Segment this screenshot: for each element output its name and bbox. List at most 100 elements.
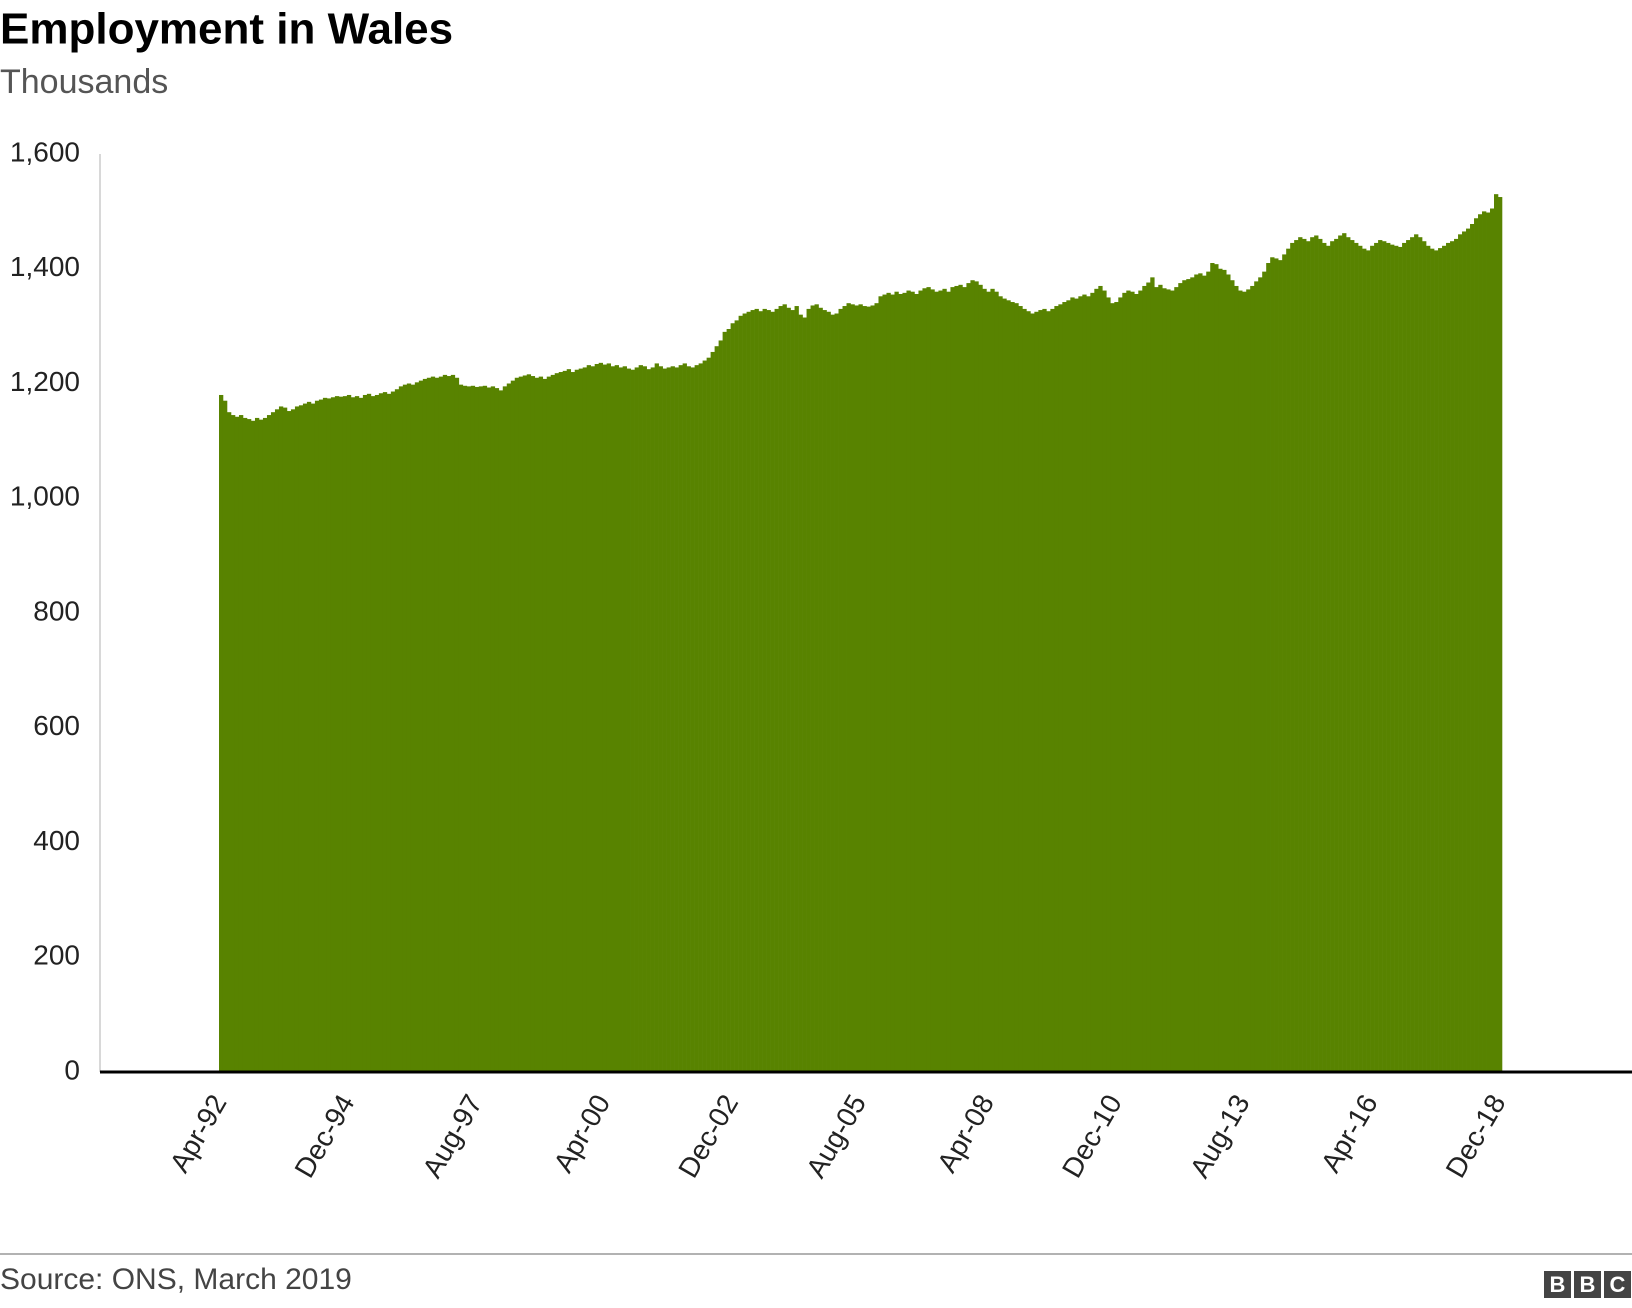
bar: [1186, 279, 1191, 1072]
bar: [810, 305, 815, 1073]
bar: [226, 412, 232, 1072]
bar: [594, 363, 600, 1072]
bar: [1474, 218, 1479, 1072]
bar: [338, 396, 344, 1072]
bar: [538, 376, 544, 1072]
bar: [506, 383, 512, 1072]
source: Source: ONS, March 2019: [0, 1263, 352, 1296]
bar: [902, 292, 907, 1072]
bar: [794, 306, 799, 1072]
bar: [1394, 245, 1399, 1073]
y-tick-label: 1,000: [10, 481, 80, 512]
bar: [398, 386, 404, 1072]
logo-letter: C: [1610, 1272, 1626, 1297]
logo-box: [1604, 1271, 1631, 1298]
logo-letter: B: [1550, 1272, 1566, 1297]
bar: [1102, 290, 1107, 1072]
bar: [350, 397, 356, 1072]
bar: [746, 311, 751, 1072]
bar: [878, 296, 883, 1072]
bar: [478, 386, 484, 1072]
bar: [614, 365, 619, 1072]
bar: [946, 291, 951, 1072]
bar: [578, 368, 584, 1072]
bar: [322, 397, 328, 1072]
bar: [1098, 285, 1103, 1072]
bar: [1286, 248, 1291, 1072]
y-tick-label: 400: [33, 825, 80, 856]
bar: [1330, 241, 1335, 1072]
bar: [554, 373, 560, 1072]
bar: [1190, 277, 1195, 1072]
bar: [826, 311, 831, 1072]
bar: [894, 291, 899, 1072]
bar: [378, 393, 384, 1072]
bar: [330, 397, 336, 1072]
bar: [1270, 257, 1275, 1072]
bar: [1106, 297, 1111, 1072]
bar: [1322, 242, 1327, 1072]
bar: [450, 374, 456, 1072]
bar: [1182, 280, 1187, 1073]
y-tick-label: 200: [33, 940, 80, 971]
bar: [426, 377, 432, 1072]
bar: [1374, 242, 1379, 1072]
bar: [1314, 235, 1319, 1072]
bar: [470, 385, 476, 1072]
bar: [698, 363, 703, 1072]
bar: [694, 365, 699, 1072]
bar: [1202, 275, 1207, 1072]
bar: [1218, 268, 1223, 1072]
bar: [718, 340, 723, 1072]
bar: [494, 388, 500, 1073]
bar: [994, 291, 999, 1072]
bar: [1194, 274, 1199, 1072]
bar: [1306, 241, 1311, 1072]
bar: [982, 288, 987, 1072]
bar: [786, 307, 791, 1072]
bar: [838, 308, 843, 1073]
bar: [1242, 291, 1247, 1072]
bar: [666, 367, 671, 1072]
bar: [406, 383, 412, 1072]
y-tick-label: 0: [64, 1054, 80, 1085]
bar: [1298, 237, 1303, 1073]
chart-subtitle: Thousands: [0, 63, 168, 101]
bar: [1074, 298, 1079, 1073]
bar: [366, 393, 372, 1072]
bar: [262, 417, 268, 1072]
bar: [802, 317, 807, 1072]
bar: [298, 405, 304, 1072]
bar: [234, 416, 240, 1073]
bar: [654, 363, 659, 1072]
bar: [914, 293, 919, 1072]
bar: [758, 311, 763, 1072]
bar: [598, 362, 604, 1073]
bar: [1090, 292, 1095, 1072]
bar: [1478, 214, 1483, 1072]
bar: [926, 287, 931, 1072]
bar: [1482, 211, 1487, 1072]
bar: [1466, 228, 1471, 1072]
bar: [522, 375, 528, 1072]
bar: [822, 310, 827, 1072]
bar: [1398, 246, 1403, 1072]
chart-title: Employment in Wales: [0, 5, 453, 54]
bar: [1226, 274, 1231, 1072]
y-tick-label: 1,600: [10, 136, 80, 167]
bar: [858, 304, 863, 1072]
bar: [898, 293, 903, 1072]
logo-box: [1574, 1271, 1601, 1298]
bar: [1378, 240, 1383, 1072]
bar: [710, 351, 715, 1073]
bar: [290, 409, 296, 1073]
bar: [1158, 284, 1163, 1072]
bar: [1282, 254, 1287, 1072]
bar: [706, 357, 711, 1072]
bar: [1438, 248, 1443, 1073]
bar: [910, 291, 915, 1072]
bar: [1238, 290, 1243, 1072]
bar: [918, 290, 923, 1072]
bar: [1166, 289, 1171, 1072]
bar: [1362, 248, 1367, 1072]
